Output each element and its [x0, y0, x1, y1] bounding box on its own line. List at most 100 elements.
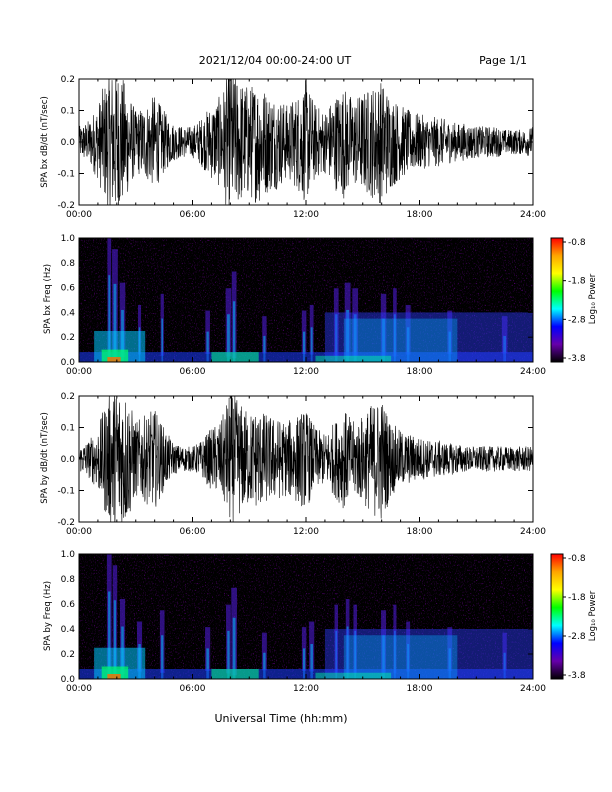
bx-time-series-xtick-label: 06:00: [180, 210, 206, 220]
bx-spectrogram-streak: [262, 316, 267, 354]
bx-spectrogram-streak-core: [353, 314, 357, 362]
panel-by-spectrogram: SPA by Freq (Hz) 1.0 0.8 0.6 0.4 0.2 0.000:00…: [43, 550, 546, 694]
bx-time-series-ytick-label: -0.1: [57, 170, 75, 180]
by-spectrogram-band: [107, 674, 121, 679]
cbar0-bar: [550, 237, 564, 363]
bx-time-series-xtick-label: 18:00: [407, 210, 433, 220]
by-spectrogram-streak-core: [354, 630, 357, 679]
by-time-series-xtick-label: 18:00: [407, 527, 433, 537]
cbar1-bar: [550, 553, 564, 680]
bx-time-series-ytick-label: -0.2: [57, 201, 75, 211]
by-spectrogram-streak-core: [206, 648, 209, 679]
by-spectrogram-streak-core: [394, 630, 396, 679]
bx-time-series-ytick-label: 0.1: [61, 107, 75, 117]
bx-spectrogram-ytick-label: 0.8: [61, 259, 76, 269]
panel-bx-spectrogram: SPA bx Freq (Hz) 1.0 0.8 0.6 0.4 0.2 0.000:00…: [43, 234, 546, 377]
by-spectrogram-streak-core: [448, 648, 451, 679]
bx-spectrogram-streak-core: [382, 318, 385, 362]
bx-spectrogram-ytick-label: 0.6: [61, 284, 76, 294]
cbar0-tick-label: -1.8: [568, 277, 586, 287]
cbar1-tick-label: -2.8: [568, 632, 586, 642]
by-spectrogram-band: [315, 672, 392, 679]
by-spectrogram-band: [211, 669, 259, 679]
panel-bx-time-series-ylabel: SPA bx dB/dt (nT/sec): [40, 96, 50, 188]
bx-spectrogram-band: [315, 355, 392, 362]
by-spectrogram-streak-core: [407, 644, 410, 679]
bx-spectrogram-streak-core: [232, 301, 236, 362]
panel-by-time-series: SPA by dB/dt (nT/sec) 0.20.10.0-0.1-0.20…: [40, 392, 546, 537]
by-spectrogram-streak-core: [161, 635, 164, 679]
header-date-range: 2021/12/04 00:00-24:00 UT: [199, 54, 352, 67]
cbar1-tick-label: -1.8: [568, 593, 586, 603]
bx-spectrogram-ytick-label: 0.2: [61, 333, 75, 343]
bx-spectrogram-band: [107, 357, 121, 362]
by-spectrogram-xtick-label: 06:00: [180, 684, 206, 694]
bx-spectrogram-streak-core: [161, 318, 164, 362]
bx-spectrogram-streak-core: [503, 335, 507, 362]
bx-spectrogram-streak-core: [406, 327, 410, 362]
bx-spectrogram-streak-core: [108, 275, 111, 362]
cbar1-tick-label: -3.8: [568, 671, 586, 681]
bx-spectrogram-streak: [501, 316, 508, 354]
by-time-series-ytick-label: -0.2: [57, 518, 75, 528]
by-spectrogram-streak-core: [108, 591, 111, 679]
bx-spectrogram-xtick-label: 24:00: [520, 367, 546, 377]
by-spectrogram-ytick-label: 0.0: [61, 675, 76, 685]
panel-bx-time-series: SPA bx dB/dt (nT/sec) 0.20.10.0-0.1-0.20…: [40, 75, 546, 220]
bx-time-series-xtick-label: 00:00: [66, 210, 92, 220]
bx-spectrogram-ytick-label: 0.4: [61, 308, 76, 318]
by-time-series-xtick-label: 12:00: [293, 527, 319, 537]
by-spectrogram-ytick-label: 0.6: [61, 600, 76, 610]
header-page: Page 1/1: [479, 54, 527, 67]
bx-time-series-ytick-label: 0.0: [61, 138, 76, 148]
by-time-series-ytick-label: 0.1: [61, 424, 75, 434]
by-spectrogram-streak-core: [113, 600, 117, 679]
cbar0-tick-label: -3.8: [568, 354, 586, 364]
by-spectrogram-streak: [261, 632, 267, 671]
by-spectrogram-streak-core: [503, 652, 506, 679]
by-spectrogram-streak-core: [227, 630, 230, 679]
bx-spectrogram-band: [211, 352, 259, 362]
bx-spectrogram-streak-core: [335, 314, 338, 362]
by-time-series-xtick-label: 24:00: [520, 527, 546, 537]
bx-time-series-trace: [79, 79, 533, 205]
colorbar-bx-label: Log₁₀ Power: [588, 273, 598, 324]
by-spectrogram-streak-core: [382, 635, 385, 679]
by-spectrogram-streak-core: [346, 626, 349, 679]
panel-bx-spectrogram-ylabel: SPA bx Freq (Hz): [43, 264, 53, 334]
bx-spectrogram-band: [343, 318, 458, 362]
bx-spectrogram-streak-core: [206, 331, 209, 362]
by-spectrogram-streak-core: [303, 648, 306, 679]
bx-spectrogram-streak-core: [394, 314, 396, 362]
by-spectrogram-streak: [502, 632, 507, 671]
panel-by-time-series-ylabel: SPA by dB/dt (nT/sec): [40, 412, 50, 504]
bx-spectrogram-ytick-label: 0.0: [61, 358, 76, 368]
by-spectrogram-band: [324, 629, 533, 679]
bx-spectrogram-streak-core: [302, 331, 306, 362]
by-spectrogram-streak-core: [335, 630, 338, 679]
by-spectrogram-ytick-label: 0.2: [61, 650, 75, 660]
bx-time-series-xtick-label: 12:00: [293, 210, 319, 220]
by-spectrogram-streak-core: [263, 652, 266, 679]
by-spectrogram-band: [343, 635, 458, 679]
by-time-series-ytick-label: 0.2: [61, 392, 75, 402]
bx-spectrogram-streak-core: [113, 283, 117, 362]
by-time-series-ytick-label: -0.1: [57, 487, 75, 497]
bx-spectrogram-xtick-label: 00:00: [66, 367, 92, 377]
cbar0-tick-label: -2.8: [568, 315, 586, 325]
colorbar-by: Log₁₀ Power -0.8 -1.8 -2.8 -3.8: [550, 553, 598, 681]
by-time-series-xtick-label: 00:00: [66, 527, 92, 537]
bx-spectrogram-streak-core: [346, 309, 350, 362]
by-time-series-xtick-label: 06:00: [180, 527, 206, 537]
cbar1-tick-label: -0.8: [568, 554, 586, 564]
by-spectrogram-xtick-label: 18:00: [407, 684, 433, 694]
by-time-series-ytick-label: 0.0: [61, 455, 76, 465]
bx-spectrogram-streak-core: [263, 335, 266, 362]
by-spectrogram-ytick-label: 0.4: [61, 625, 76, 635]
x-axis-label: Universal Time (hh:mm): [215, 712, 348, 725]
by-time-series-trace: [79, 396, 533, 522]
bx-time-series-xtick-label: 24:00: [520, 210, 546, 220]
by-spectrogram-xtick-label: 00:00: [66, 684, 92, 694]
colorbar-by-label: Log₁₀ Power: [588, 590, 598, 641]
by-spectrogram-ytick-label: 1.0: [61, 550, 76, 560]
